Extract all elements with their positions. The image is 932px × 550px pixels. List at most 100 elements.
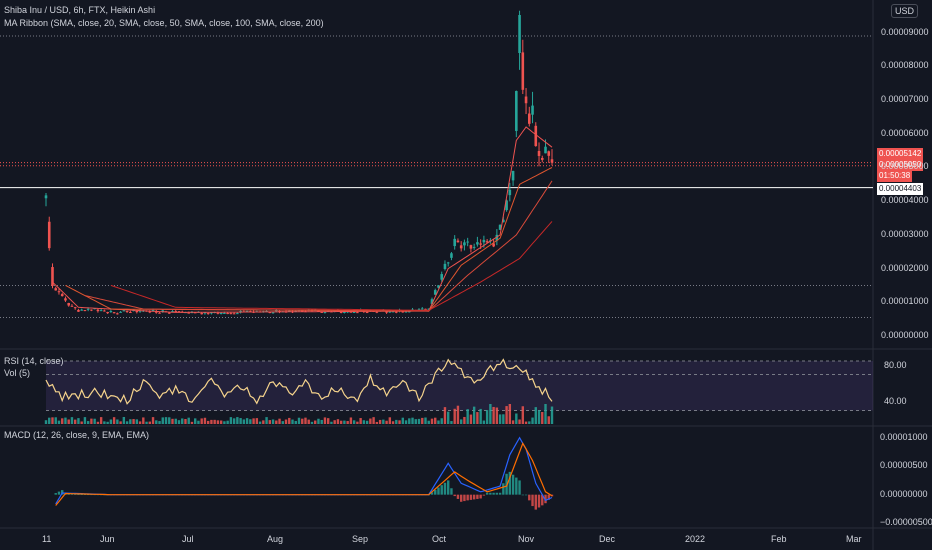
macd-histogram-bar — [518, 480, 521, 495]
last-price-label: 0.00005142 — [877, 148, 924, 160]
macd-histogram-bar — [537, 494, 541, 508]
volume-bar — [508, 404, 512, 424]
volume-bar — [213, 419, 216, 424]
volume-bar — [168, 417, 171, 424]
macd-histogram-bar — [67, 494, 70, 495]
volume-bar — [216, 420, 220, 424]
macd-histogram-bar — [70, 494, 74, 495]
candle-body — [427, 308, 431, 310]
candle-body — [83, 310, 87, 312]
candle-body — [90, 309, 93, 311]
volume-bar — [466, 409, 469, 424]
macd-histogram-bar — [502, 483, 505, 495]
volume-bar — [64, 417, 67, 424]
volume-bar — [226, 420, 229, 424]
volume-bar — [294, 420, 297, 424]
volume-bar — [57, 420, 61, 424]
candle-body — [511, 170, 515, 181]
volume-bar — [109, 419, 113, 424]
volume-bar — [310, 421, 314, 424]
volume-bar — [375, 421, 379, 424]
candle-body — [54, 288, 58, 291]
macd-histogram-bar — [544, 494, 547, 504]
volume-bar — [181, 418, 184, 424]
volume-bar — [245, 418, 249, 424]
volume-bar — [323, 417, 327, 424]
volume-bar — [138, 421, 142, 424]
macd-histogram-bar — [489, 492, 492, 495]
volume-bar — [343, 420, 346, 424]
volume-bar — [489, 404, 492, 424]
volume-bar — [472, 406, 476, 424]
ma-ribbon-line — [52, 126, 553, 313]
candle-body — [537, 151, 541, 156]
volume-bar — [80, 421, 83, 424]
macd-histogram-bar — [511, 474, 515, 495]
candle-body — [274, 310, 278, 312]
candle-body — [469, 245, 473, 249]
volume-bar — [268, 420, 272, 424]
candle-body — [80, 309, 83, 311]
candle-body — [236, 313, 239, 315]
candle-body — [203, 312, 207, 314]
currency-button[interactable]: USD — [890, 4, 918, 18]
volume-bar — [531, 417, 534, 424]
macd-histogram-bar — [531, 494, 534, 507]
volume-bar — [521, 406, 525, 424]
macd-histogram-bar — [463, 494, 466, 502]
volume-bar — [330, 421, 333, 424]
candle-body — [154, 311, 158, 313]
volume-bar — [155, 420, 158, 424]
volume-bar — [385, 420, 388, 424]
candle-body — [44, 195, 48, 199]
volume-bar — [291, 419, 294, 424]
candle-body — [349, 311, 353, 313]
macd-histogram-bar — [524, 494, 528, 496]
macd-histogram-bar — [476, 494, 479, 499]
candle-body — [135, 310, 139, 313]
ma-ribbon-line — [65, 167, 553, 312]
volume-bar — [550, 406, 554, 424]
macd-histogram-bar — [482, 494, 486, 496]
volume-bar — [86, 421, 90, 424]
volume-bar — [524, 421, 528, 424]
candle-body — [245, 310, 249, 312]
candle-body — [492, 243, 495, 247]
candle-body — [472, 246, 476, 248]
price-axis-tick: 0.00005000 — [881, 161, 929, 172]
volume-bar — [336, 419, 340, 424]
macd-histogram-bar — [534, 494, 537, 510]
candle-body — [106, 311, 109, 314]
rsi-legend: RSI (14, close) — [4, 356, 64, 366]
volume-bar — [132, 419, 135, 424]
macd-histogram-bar — [61, 490, 64, 495]
candle-body — [343, 311, 346, 313]
volume-bar — [288, 417, 291, 424]
volume-bar — [408, 418, 411, 424]
candle-body — [540, 157, 544, 160]
candle-body — [77, 309, 80, 312]
macd-histogram-bar — [472, 494, 476, 500]
candle-body — [86, 308, 90, 310]
volume-bar — [48, 417, 51, 424]
vol-legend: Vol (5) — [4, 368, 31, 378]
price-axis-tick: 0.00009000 — [881, 26, 929, 37]
volume-bar — [229, 417, 233, 424]
volume-bar — [297, 417, 301, 424]
rsi-axis-tick: 80.00 — [884, 359, 907, 370]
candle-body — [485, 241, 489, 243]
candle-body — [300, 310, 304, 312]
candle-body — [534, 125, 538, 147]
candle-body — [99, 310, 103, 312]
candle-body — [388, 311, 392, 313]
candle-body — [226, 313, 229, 315]
volume-bar — [498, 414, 502, 424]
candle-body — [463, 242, 466, 246]
candle-body — [401, 311, 405, 313]
macd-histogram-bar — [83, 494, 87, 496]
price-axis-tick: 0.00006000 — [881, 127, 929, 138]
macd-histogram-bar — [492, 492, 495, 495]
volume-bar — [495, 407, 499, 424]
volume-bar — [362, 420, 366, 424]
